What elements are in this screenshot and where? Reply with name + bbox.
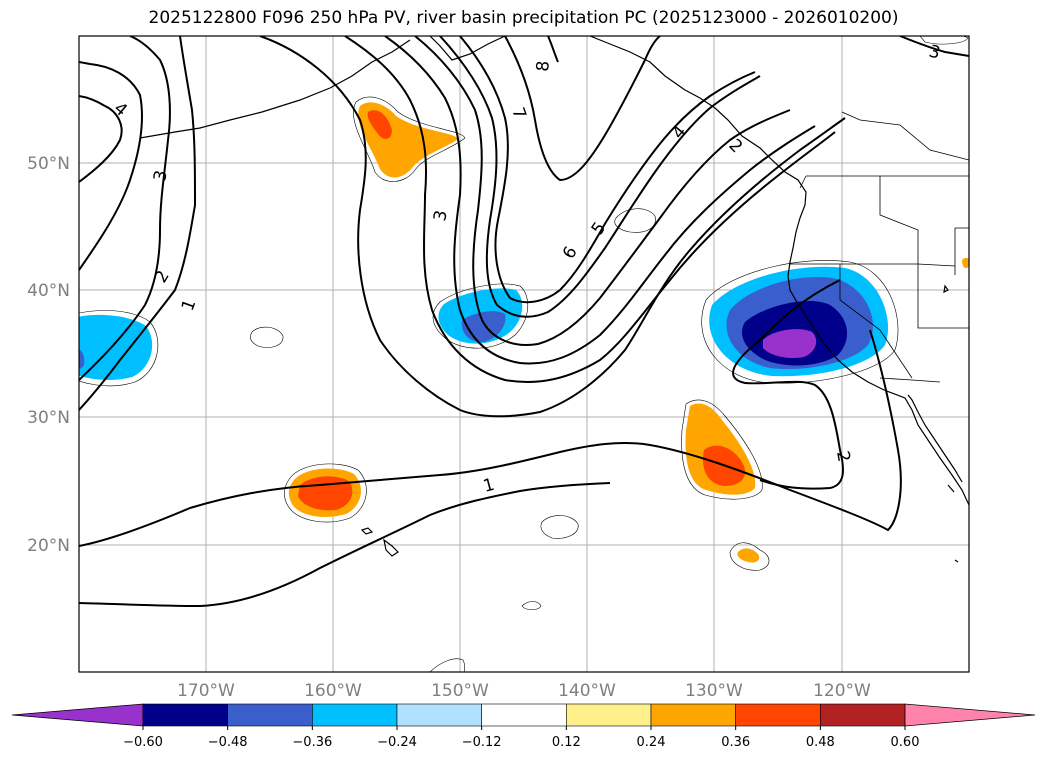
shading-small-negative-c [521, 601, 542, 611]
shading-small-positive-a [614, 208, 656, 233]
lon-label: 150°W [431, 681, 489, 701]
shading-east-positive [681, 399, 763, 500]
pv-label: 3 [430, 209, 452, 223]
pv-label: 2 [724, 135, 746, 157]
pv-label: 4 [669, 122, 691, 143]
shading-corner-positive [919, 36, 969, 45]
lat-label: 30°N [27, 408, 70, 428]
pv-label: 6 [559, 243, 582, 262]
colorbar-tick-label: −0.48 [208, 735, 248, 750]
shading-small-positive-c [737, 548, 760, 563]
colorbar-tick-label: 0.24 [637, 735, 666, 750]
colorbar-tick-label: 0.36 [721, 735, 750, 750]
shading-alaska-positive [353, 96, 466, 182]
colorbar-extend-min [11, 703, 144, 727]
colorbar-tick-label: −0.24 [377, 735, 417, 750]
colorbar-tick-label: −0.36 [292, 735, 332, 750]
shading-small-negative-a [250, 326, 284, 348]
pv-label: 4 [110, 99, 131, 121]
lon-label: 170°W [177, 681, 235, 701]
map-frame [78, 35, 970, 673]
lon-label: 120°W [813, 681, 871, 701]
colorbar-tick-label: −0.12 [462, 735, 502, 750]
lon-label: 130°W [685, 681, 743, 701]
lon-label: 140°W [558, 681, 616, 701]
colorbar-extend-max [904, 703, 1036, 727]
colorbar-tick-label: −0.60 [123, 735, 163, 750]
shading-edge-positive [962, 257, 969, 269]
shading-west-negative [79, 310, 159, 387]
lon-label: 160°W [304, 681, 362, 701]
pv-label: 1 [481, 475, 497, 497]
shading-small-negative-d [429, 658, 465, 672]
colorbar-tick-label: 0.60 [891, 735, 920, 750]
shading-west-positive [284, 463, 367, 523]
pv-contours [79, 36, 969, 608]
coastlines [139, 36, 969, 563]
shading-small-negative-b [540, 515, 579, 539]
longitude-labels: 170°W 160°W 150°W 140°W 130°W 120°W [177, 681, 871, 701]
pv-label: 8 [533, 60, 554, 73]
lat-label: 50°N [27, 154, 70, 174]
colorbar-segment [566, 703, 652, 727]
pv-label: 7 [507, 105, 529, 122]
pv-label: 1 [178, 297, 200, 314]
colorbar-segment [650, 703, 736, 727]
colorbar-segment [227, 703, 313, 727]
shaded-pc-fields [79, 36, 969, 672]
colorbar-tick-label: 0.48 [806, 735, 835, 750]
latitude-labels: 50°N 40°N 30°N 20°N [27, 154, 70, 556]
pv-label: 2 [151, 267, 174, 286]
colorbar-segment [312, 703, 398, 727]
colorbar-segment [142, 703, 228, 727]
pv-label: 3 [150, 169, 172, 183]
pv-label: 3 [927, 42, 943, 64]
lat-label: 40°N [27, 281, 70, 301]
colorbar-tick-label: 0.12 [552, 735, 581, 750]
colorbar-segment [396, 703, 482, 727]
lat-label: 20°N [27, 536, 70, 556]
pv-label: 2 [832, 449, 854, 463]
shading-small-positive-b [729, 542, 770, 571]
map-title: 2025122800 F096 250 hPa PV, river basin … [148, 8, 899, 28]
borders [790, 111, 969, 383]
colorbar-segment [820, 703, 906, 727]
colorbar: −0.60 −0.48 −0.36 −0.24 −0.12 0.12 0.24 0.36 0.4… [11, 703, 1036, 750]
colorbar-segment [735, 703, 821, 727]
colorbar-segment [481, 703, 567, 727]
